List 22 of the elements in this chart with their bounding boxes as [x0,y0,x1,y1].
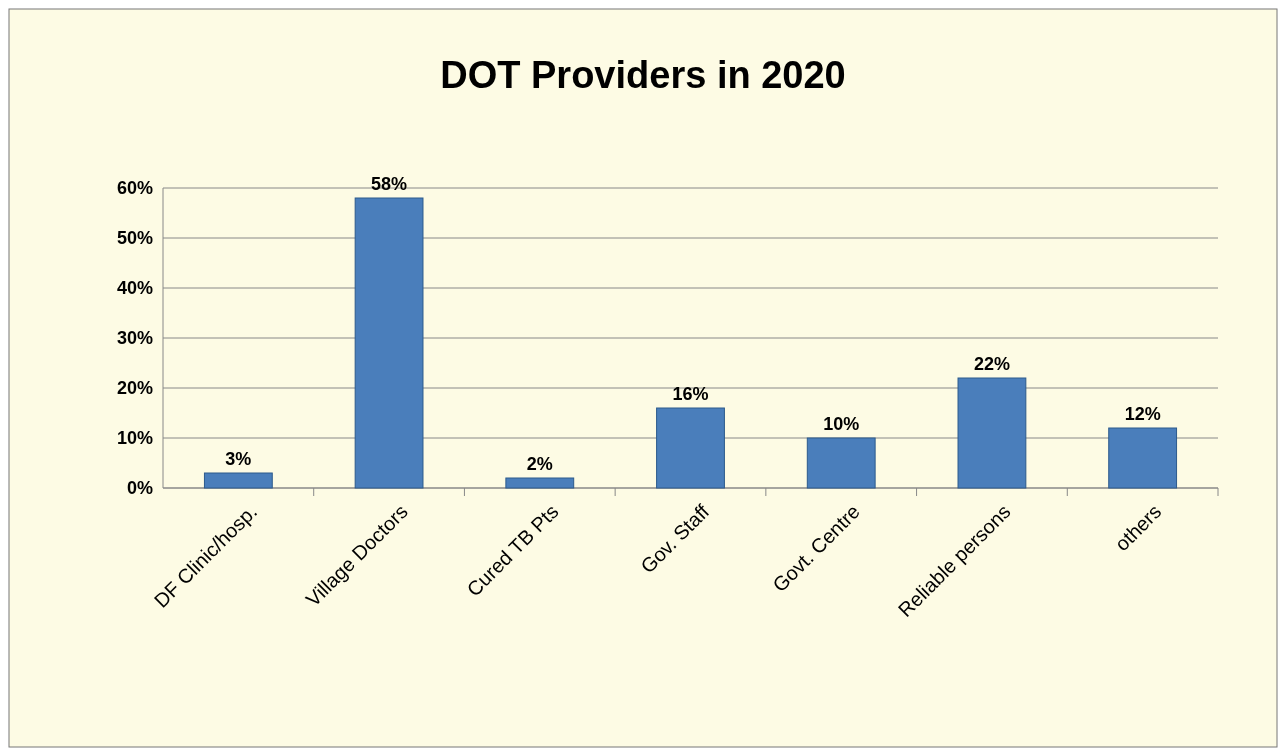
y-tick-label: 0% [126,478,153,499]
chart-title: DOT Providers in 2020 [440,54,846,96]
y-tick-label: 10% [116,428,153,449]
bar [656,407,725,489]
bar [806,437,876,489]
y-tick-label: 50% [116,228,153,249]
y-tick-label: 20% [116,378,153,399]
y-tick-label: 60% [116,178,153,199]
data-label: 22% [973,354,1010,374]
data-label: 58% [371,174,408,194]
bar [957,377,1027,489]
bar [354,197,424,489]
bar [203,472,273,489]
data-label: 12% [1124,404,1161,424]
data-label: 2% [526,454,553,474]
data-label: 3% [225,449,252,469]
bar [1108,427,1178,489]
data-label: 10% [823,414,860,434]
bar [505,477,575,489]
y-tick-label: 30% [116,328,153,349]
y-tick-label: 40% [116,278,153,299]
data-label: 16% [672,384,709,404]
